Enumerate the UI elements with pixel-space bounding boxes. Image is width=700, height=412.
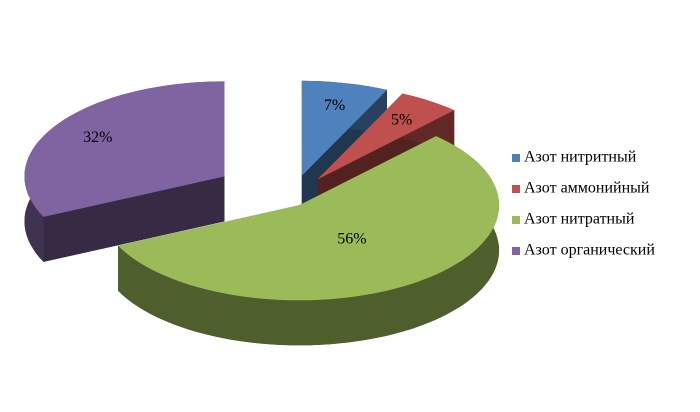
legend-label: Азот нитритный	[524, 149, 637, 166]
slice	[301, 80, 387, 176]
slice	[118, 136, 499, 301]
slice-wall	[43, 176, 225, 262]
legend-swatch	[512, 154, 520, 162]
data-label: 32%	[83, 129, 112, 146]
legend-swatch	[512, 216, 520, 224]
legend-swatch	[512, 185, 520, 193]
data-label: 7%	[324, 97, 345, 114]
slice	[24, 81, 225, 217]
slice	[317, 93, 455, 180]
data-label: 5%	[391, 111, 412, 128]
legend-label: Азот органический	[524, 242, 655, 259]
legend-label: Азот нитратный	[524, 211, 635, 228]
legend-swatch	[512, 247, 520, 255]
slice-side	[118, 136, 499, 346]
legend-label: Азот аммонийный	[524, 180, 650, 197]
data-label: 56%	[337, 231, 366, 248]
